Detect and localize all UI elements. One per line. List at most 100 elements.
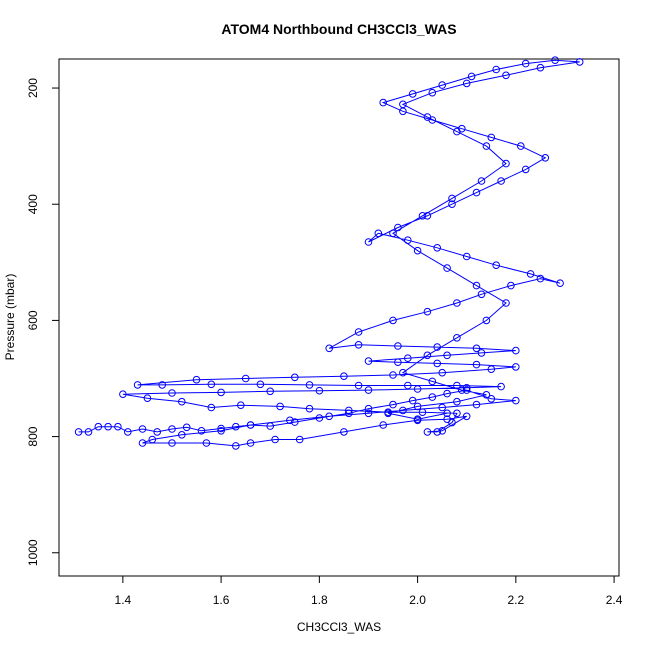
data-point [138, 425, 147, 433]
data-point [246, 439, 255, 447]
x-tick-label: 1.8 [311, 593, 328, 607]
data-point [438, 427, 447, 435]
data-point [168, 439, 176, 447]
data-point [399, 368, 407, 377]
data-point [433, 244, 442, 252]
data-point [413, 415, 422, 424]
data-point [291, 373, 299, 382]
data-point [394, 342, 402, 350]
data-point [207, 403, 216, 412]
data-point [423, 351, 432, 360]
x-tick-label: 2.0 [409, 593, 426, 607]
data-point [354, 328, 363, 336]
data-point [438, 81, 447, 89]
x-axis: 1.4 1.6 1.8 2.0 2.2 2.4 [115, 575, 623, 607]
data-point [315, 414, 324, 422]
data-point [428, 88, 437, 97]
data-point [364, 404, 373, 413]
data-point [389, 229, 397, 238]
x-axis-label: CH3CCl3_WAS [297, 620, 381, 634]
data-point [114, 422, 122, 431]
data-point [237, 401, 245, 410]
data-point [521, 59, 530, 68]
data-point [487, 395, 496, 403]
data-point [364, 238, 373, 246]
chart-title: ATOM4 Northbound CH3CCl3_WAS [221, 21, 456, 37]
data-point [364, 357, 373, 365]
data-point [428, 393, 437, 401]
data-point [453, 381, 461, 390]
data-point [345, 406, 353, 415]
data-point [433, 359, 442, 368]
data-point [364, 409, 373, 418]
data-point [217, 388, 225, 397]
data-point [295, 435, 304, 444]
data-point [512, 346, 520, 355]
data-point [472, 360, 481, 369]
data-point [443, 264, 451, 272]
data-point [472, 281, 481, 290]
series-layer [74, 56, 584, 450]
data-point [394, 358, 402, 367]
data-point [453, 397, 461, 406]
data-point [404, 236, 412, 244]
data-point [399, 100, 407, 109]
data-point [526, 270, 535, 278]
data-point [507, 281, 515, 290]
data-point [182, 423, 191, 432]
data-point [497, 177, 505, 185]
y-tick-label: 600 [26, 310, 40, 330]
y-tick-label: 200 [26, 78, 40, 98]
data-point [315, 386, 324, 395]
data-point [399, 406, 407, 415]
data-point [472, 188, 481, 197]
data-point [477, 290, 486, 299]
data-point [133, 381, 142, 389]
data-point [389, 400, 397, 409]
data-point [286, 416, 294, 425]
data-point [124, 428, 132, 436]
data-point [340, 372, 348, 381]
data-point [438, 368, 447, 377]
data-point [556, 279, 564, 288]
data-point [246, 421, 255, 429]
data-point [423, 307, 432, 316]
data-point [462, 384, 471, 392]
data-point [492, 65, 501, 74]
data-point [448, 418, 456, 427]
data-point [354, 341, 363, 349]
data-point [94, 422, 103, 431]
data-point [462, 386, 471, 394]
data-point [448, 200, 456, 208]
data-point [217, 427, 225, 435]
x-tick-label: 2.4 [606, 593, 623, 607]
data-point [192, 375, 201, 384]
data-point [418, 408, 427, 417]
data-point [536, 274, 545, 283]
data-point [256, 380, 265, 389]
data-point [512, 396, 520, 405]
data-point [197, 427, 206, 435]
data-point [384, 409, 392, 418]
y-axis: 200 400 600 800 1000 [26, 78, 60, 566]
data-point [433, 428, 442, 436]
data-point [404, 381, 412, 390]
data-point [291, 418, 299, 426]
data-point [482, 316, 491, 325]
data-point [178, 431, 186, 439]
data-point [104, 422, 112, 431]
data-point [153, 428, 161, 436]
data-point [521, 165, 530, 174]
data-point [271, 435, 279, 444]
data-point [158, 381, 166, 389]
data-point [448, 194, 456, 203]
data-point [487, 365, 496, 374]
data-point [477, 177, 486, 185]
data-point [536, 63, 545, 72]
y-axis-label: Pressure (mbar) [3, 274, 17, 361]
x-tick-label: 1.4 [115, 593, 132, 607]
data-point [394, 223, 402, 232]
data-point [502, 299, 510, 307]
data-point [119, 390, 127, 399]
